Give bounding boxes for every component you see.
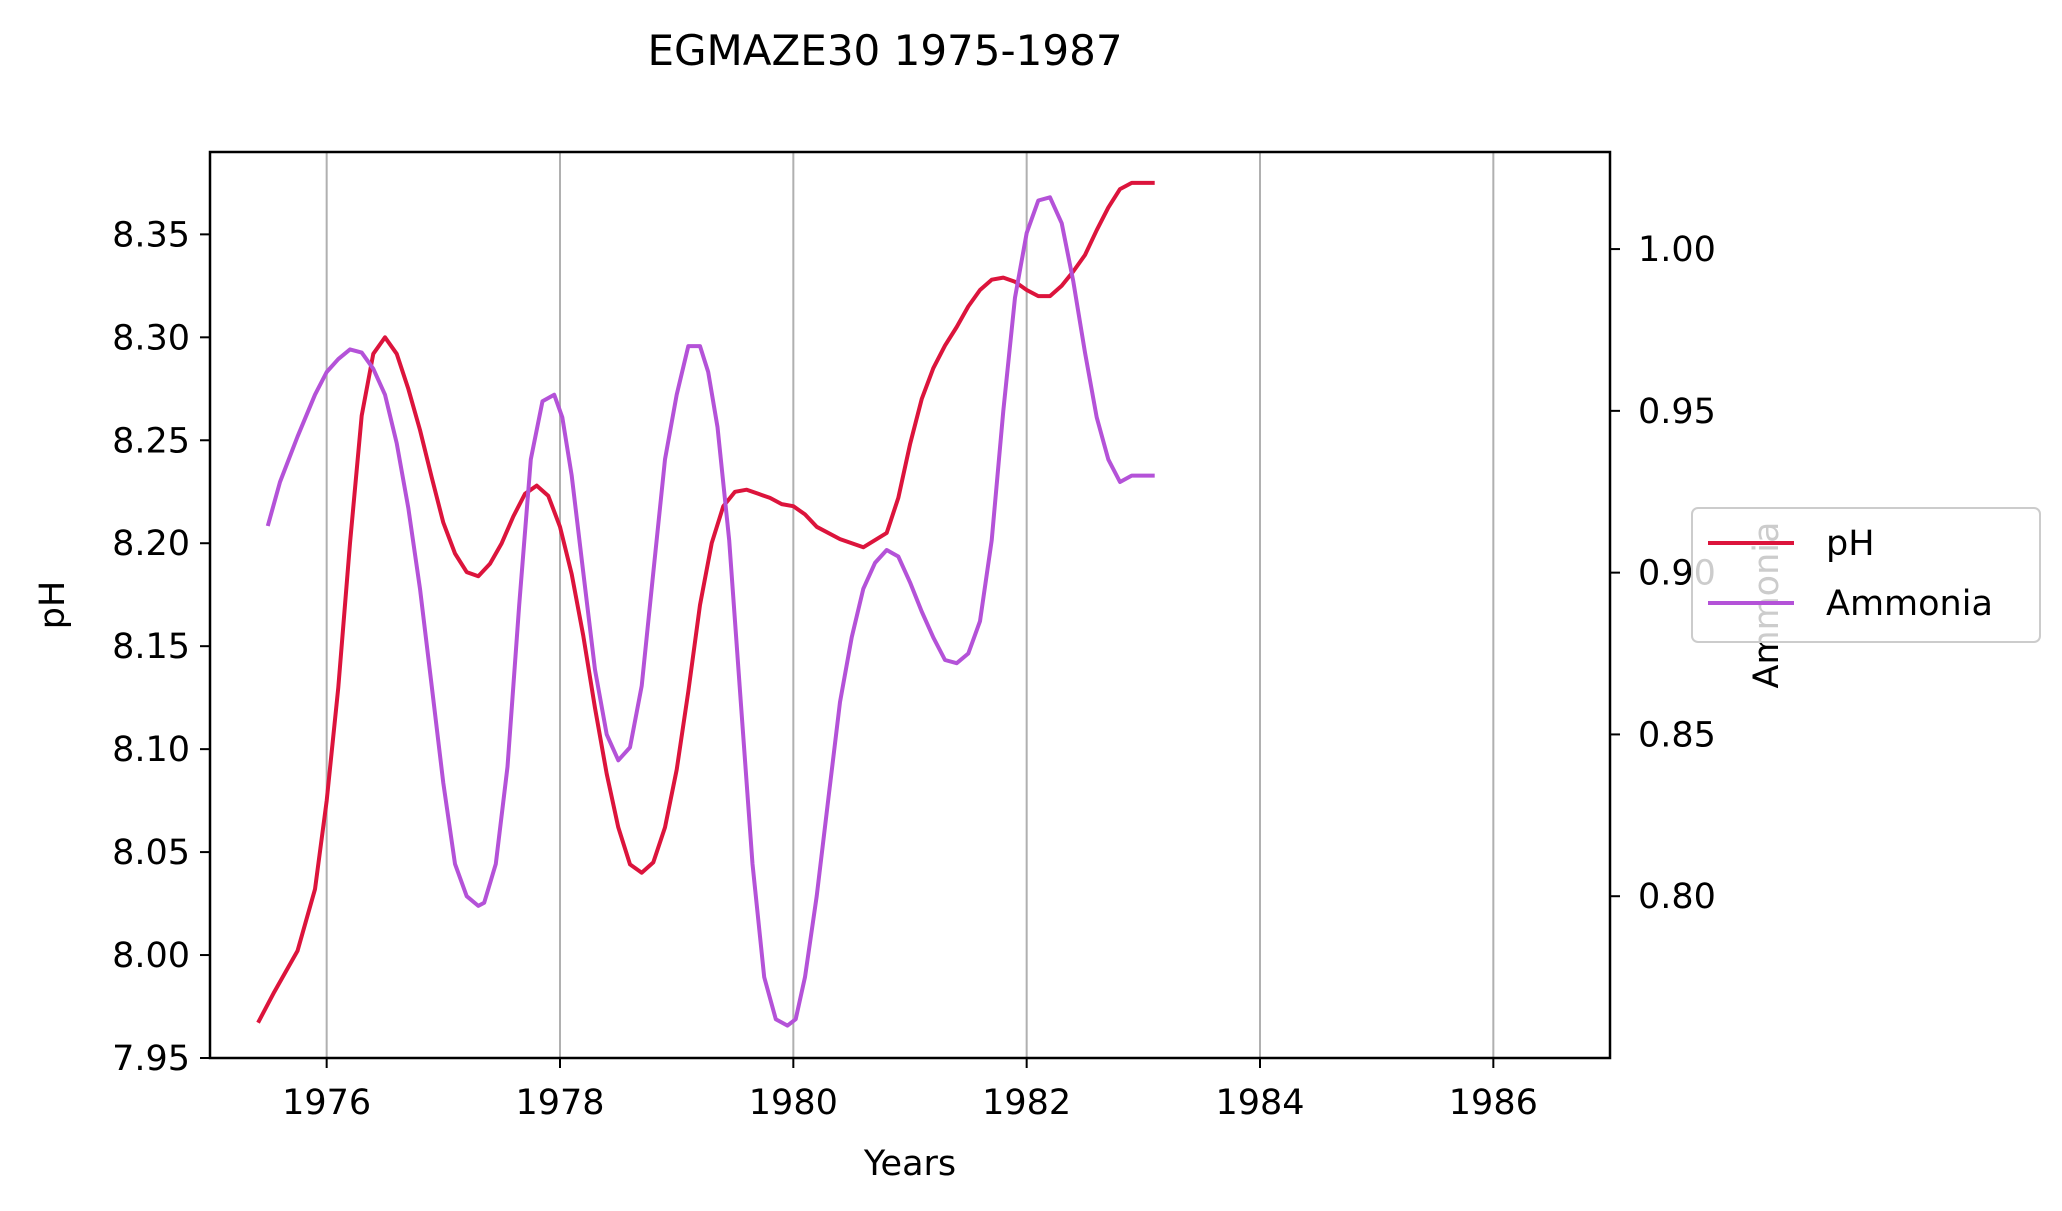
y2-tick-label: 0.80: [1638, 877, 1716, 917]
x-tick-label: 1978: [515, 1083, 604, 1123]
x-tick-label: 1980: [749, 1083, 838, 1123]
legend-label-ph: pH: [1826, 524, 1875, 564]
x-tick-label: 1982: [982, 1083, 1071, 1123]
y-tick-label: 8.35: [112, 215, 190, 255]
grid-lines: [325, 152, 1495, 1058]
y-tick-label: 8.25: [112, 421, 190, 461]
legend: pH Ammonia: [1691, 507, 2041, 643]
y-axis-left: 7.95 8.00 8.05 8.10 8.15 8.20 8.25 8.30 8.35: [112, 215, 210, 1079]
x-axis-label: Years: [863, 1144, 956, 1184]
y-tick-label: 7.95: [112, 1039, 190, 1079]
y-tick-label: 8.05: [112, 833, 190, 873]
y-tick-label: 8.00: [112, 936, 190, 976]
y2-tick-label: 1.00: [1638, 230, 1716, 270]
y2-tick-label: 0.85: [1638, 715, 1716, 755]
series-line-ph: [256, 180, 1155, 1024]
y-tick-label: 8.20: [112, 524, 190, 564]
series-line-ammonia: [265, 195, 1155, 1028]
x-tick-label: 1986: [1449, 1083, 1538, 1123]
legend-label-ammonia: Ammonia: [1826, 584, 1993, 624]
chart-title: EGMAZE30 1975-1987: [647, 26, 1122, 75]
y-tick-label: 8.10: [112, 730, 190, 770]
plot-frame: [208, 150, 1612, 1060]
x-axis: 1976 1978 1980 1982 1984 1986: [282, 1058, 1538, 1123]
y-axis-label: pH: [33, 581, 73, 630]
y2-tick-label: 0.95: [1638, 392, 1716, 432]
y-tick-label: 8.15: [112, 627, 190, 667]
x-tick-label: 1984: [1215, 1083, 1304, 1123]
x-tick-label: 1976: [282, 1083, 371, 1123]
y-tick-label: 8.30: [112, 318, 190, 358]
series-layer: [256, 180, 1155, 1028]
